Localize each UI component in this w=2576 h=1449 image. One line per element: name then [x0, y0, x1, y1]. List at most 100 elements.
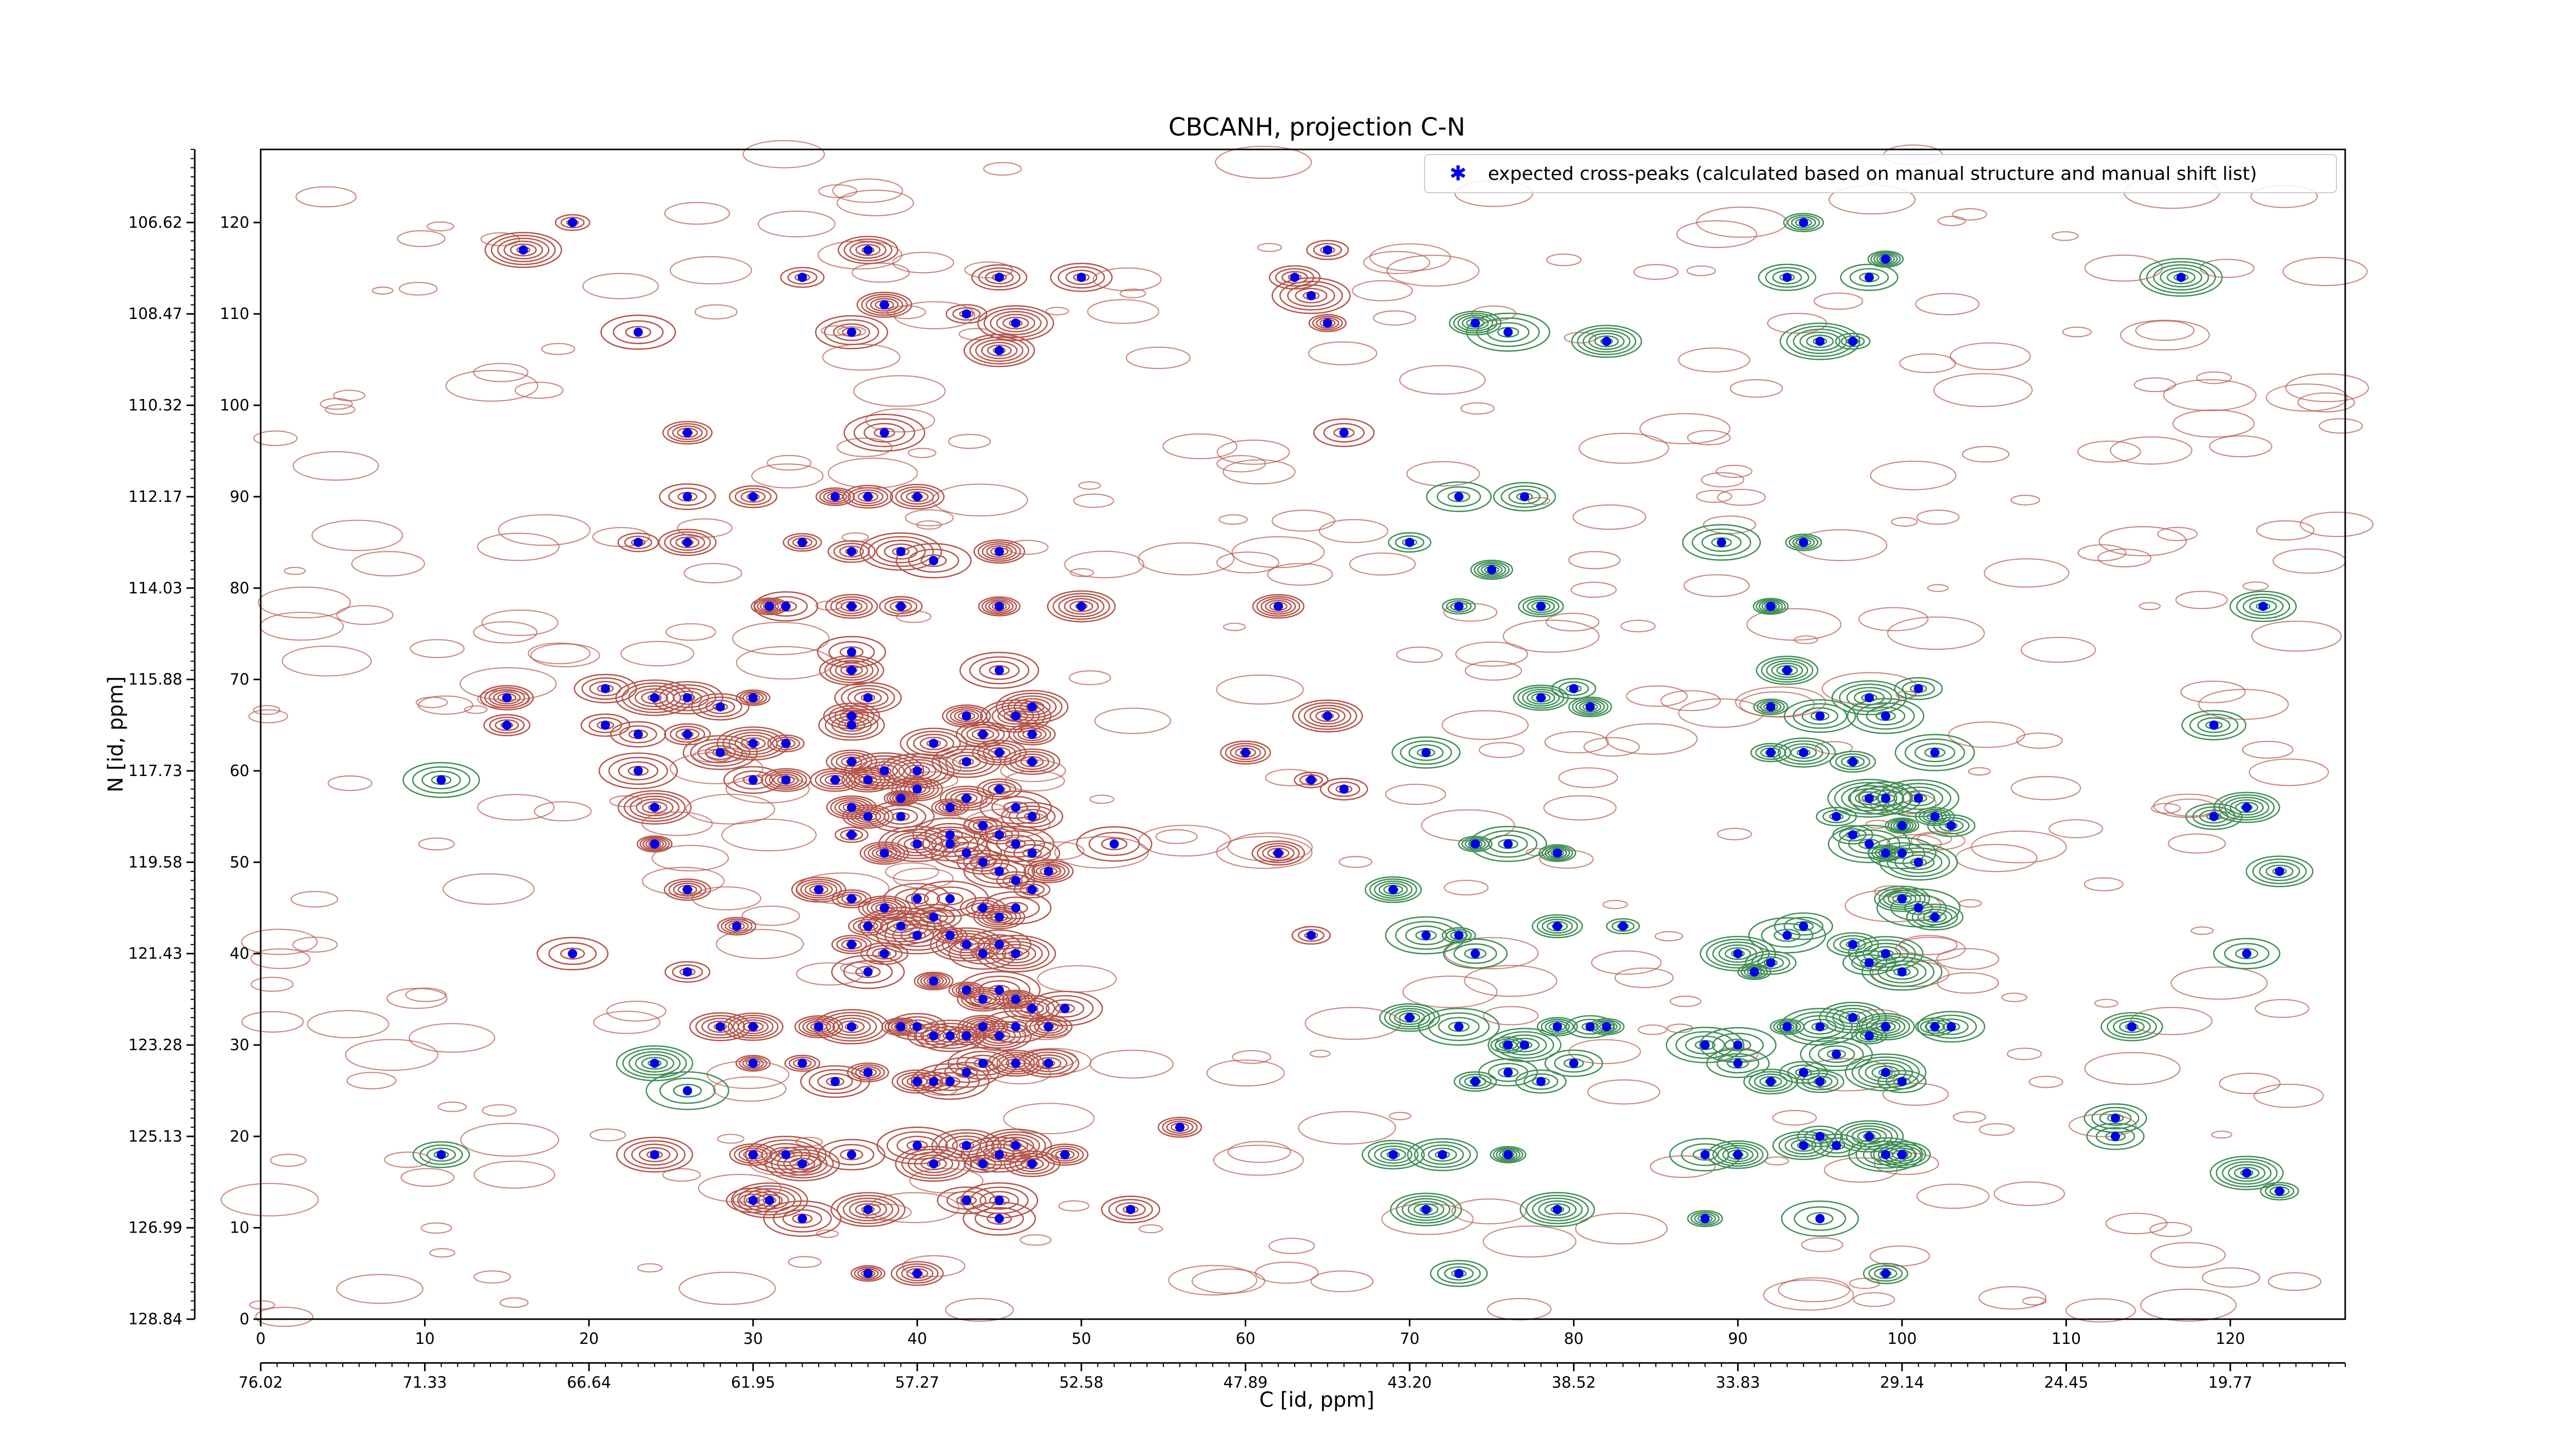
noise-contour	[1899, 353, 1956, 374]
noise-contour	[473, 1270, 511, 1284]
peak-contour	[872, 948, 897, 960]
peak-contour	[2235, 948, 2259, 959]
peak-contour	[963, 852, 1003, 872]
peak-contour	[1939, 819, 1964, 832]
peak-contour	[1267, 848, 1290, 859]
noise-contour	[249, 1300, 275, 1310]
peak-contour	[963, 1154, 1002, 1173]
noise-contour	[1950, 342, 2031, 370]
peak-contour	[1004, 748, 1061, 775]
peak-contour	[618, 761, 658, 781]
peak-contour	[852, 489, 884, 504]
y-ppm-tick-label: 115.88	[128, 671, 182, 689]
peak-contour	[1756, 655, 1819, 685]
noise-contour	[1338, 856, 1372, 868]
peak-contour	[835, 598, 868, 614]
peak-contour	[1544, 1203, 1571, 1216]
peak-contour	[1003, 995, 1061, 1022]
peak-contour	[774, 601, 798, 612]
cross-peak-marker	[1060, 1004, 1070, 1014]
peak-contour	[2259, 862, 2300, 881]
cross-peak-marker	[518, 245, 528, 255]
peak-contour	[1801, 707, 1839, 725]
peak-contour	[1795, 1070, 1844, 1093]
cross-peak-marker	[929, 976, 939, 986]
peak-contour	[1063, 598, 1099, 615]
peak-contour	[973, 905, 1026, 930]
peak-contour	[1291, 926, 1331, 945]
peak-contour	[1923, 911, 1947, 923]
peak-contour	[1917, 908, 1953, 925]
noise-contour	[371, 287, 394, 295]
peak-contour	[1538, 1200, 1577, 1219]
peak-contour	[598, 752, 678, 789]
noise-contour	[307, 1010, 389, 1038]
y-tick-label: 30	[230, 1036, 249, 1054]
peak-contour	[1380, 1148, 1406, 1161]
peak-contour	[2139, 258, 2223, 297]
peak-contour	[1470, 560, 1513, 580]
peak-contour	[629, 1051, 681, 1076]
peak-contour	[827, 540, 876, 563]
noise-contour	[1442, 710, 1529, 740]
peak-contour	[1527, 690, 1555, 705]
y-ppm-tick-label: 125.13	[128, 1127, 182, 1145]
cross-peak-marker	[846, 711, 856, 721]
noise-contour	[2242, 740, 2294, 759]
peak-contour	[850, 771, 886, 789]
noise-contour	[1073, 493, 1114, 508]
cross-peak-marker	[1011, 949, 1021, 958]
peak-contour	[834, 827, 869, 843]
peak-contour	[1839, 938, 1867, 951]
peak-contour	[764, 596, 808, 617]
peak-contour	[933, 926, 968, 944]
peak-contour	[1100, 1195, 1160, 1224]
peak-contour	[1558, 681, 1589, 696]
peak-contour	[1893, 786, 1943, 810]
cross-peak-marker	[1011, 318, 1021, 328]
peak-contour	[1753, 598, 1789, 615]
peak-contour	[1792, 536, 1815, 548]
cross-peak-marker	[1454, 601, 1464, 611]
legend[interactable]: ✱ expected cross-peaks (calculated based…	[1424, 154, 2337, 193]
peak-contour	[2235, 801, 2259, 813]
peak-contour	[2265, 864, 2294, 879]
noise-contour	[293, 451, 379, 481]
noise-contour	[336, 1274, 423, 1304]
peak-contour	[1256, 596, 1300, 617]
x-ppm-tick-label: 38.52	[1552, 1374, 1596, 1392]
cross-peak-marker	[961, 985, 971, 995]
peak-contour	[698, 696, 742, 717]
peak-contour	[1845, 1125, 1893, 1148]
peak-contour	[854, 773, 882, 787]
noise-contour	[1937, 215, 1966, 226]
peak-contour	[861, 294, 908, 316]
y-tick-label: 10	[230, 1219, 249, 1237]
peak-contour	[1540, 1019, 1574, 1035]
cross-peak-marker	[912, 1141, 922, 1151]
peak-contour	[1690, 1211, 1720, 1226]
noise-contour	[2007, 1048, 2042, 1060]
peak-contour	[1890, 847, 1914, 859]
noise-contour	[269, 1154, 307, 1167]
peak-contour	[1004, 1150, 1061, 1177]
cross-peak-marker	[846, 1022, 856, 1032]
peak-contour	[1408, 744, 1444, 761]
cross-peak-marker	[994, 601, 1004, 611]
peak-contour	[912, 907, 955, 928]
cross-peak-marker	[846, 547, 856, 557]
peak-contour	[1002, 947, 1030, 961]
peak-contour	[1787, 214, 1820, 231]
noise-contour	[1696, 206, 1788, 238]
noise-contour	[1870, 460, 1957, 491]
peak-contour	[2222, 1161, 2272, 1185]
noise-contour	[477, 794, 555, 821]
peak-contour	[1784, 1136, 1823, 1155]
peak-contour	[982, 745, 1016, 761]
peak-contour	[639, 836, 670, 851]
peak-contour	[945, 304, 988, 324]
peak-contour	[740, 491, 766, 503]
noise-contour	[1155, 829, 1198, 844]
peak-contour	[1396, 1195, 1456, 1224]
peak-contour	[854, 1267, 882, 1280]
